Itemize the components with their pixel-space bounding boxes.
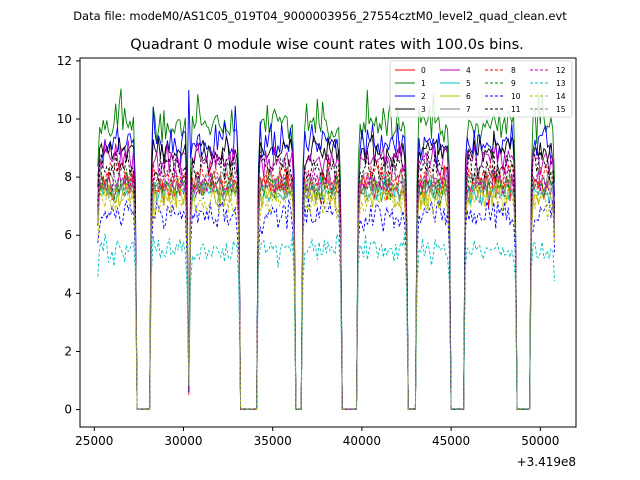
series-line-12 (97, 167, 556, 410)
y-tick-label: 12 (57, 54, 72, 68)
x-tick-label: 30000 (164, 434, 202, 448)
legend-label-0: 0 (421, 66, 426, 75)
y-tick-label: 8 (64, 170, 72, 184)
figure-suptitle: Data file: modeM0/AS1C05_019T04_90000039… (73, 9, 567, 23)
y-tick-label: 10 (57, 112, 72, 126)
series-line-11 (97, 150, 556, 411)
series-layer (97, 88, 556, 411)
legend-label-2: 2 (421, 92, 426, 101)
plot-frame (79, 57, 577, 428)
legend-label-3: 3 (421, 105, 426, 114)
series-line-2 (97, 89, 556, 411)
legend-label-9: 9 (511, 79, 516, 88)
x-offset-label: +3.419e8 (517, 455, 576, 469)
x-tick-label: 50000 (521, 434, 559, 448)
series-line-1 (97, 88, 556, 411)
legend-label-1: 1 (421, 79, 426, 88)
legend-label-8: 8 (511, 66, 516, 75)
legend-label-10: 10 (511, 92, 521, 101)
series-line-8 (97, 158, 556, 411)
legend-box (389, 60, 573, 118)
y-tick-label: 6 (64, 228, 72, 242)
chart-title: Quadrant 0 module wise count rates with … (130, 37, 524, 53)
legend-label-7: 7 (466, 105, 471, 114)
legend-label-12: 12 (556, 66, 566, 75)
legend-label-14: 14 (556, 92, 566, 101)
series-line-15 (97, 170, 556, 411)
legend-label-6: 6 (466, 92, 471, 101)
series-line-13 (97, 233, 556, 411)
x-tick-label: 25000 (75, 434, 113, 448)
x-tick-label: 40000 (343, 434, 381, 448)
legend-label-15: 15 (556, 105, 566, 114)
series-line-14 (97, 182, 556, 411)
series-line-3 (97, 130, 556, 411)
y-tick-label: 0 (64, 403, 72, 417)
legend-label-4: 4 (466, 66, 471, 75)
x-tick-label: 45000 (432, 434, 470, 448)
y-tick-label: 2 (64, 344, 72, 358)
legend-label-11: 11 (511, 105, 521, 114)
legend-label-5: 5 (466, 79, 471, 88)
x-tick-label: 35000 (254, 434, 292, 448)
y-tick-label: 4 (64, 286, 72, 300)
legend-label-13: 13 (556, 79, 566, 88)
series-line-10 (97, 197, 556, 410)
